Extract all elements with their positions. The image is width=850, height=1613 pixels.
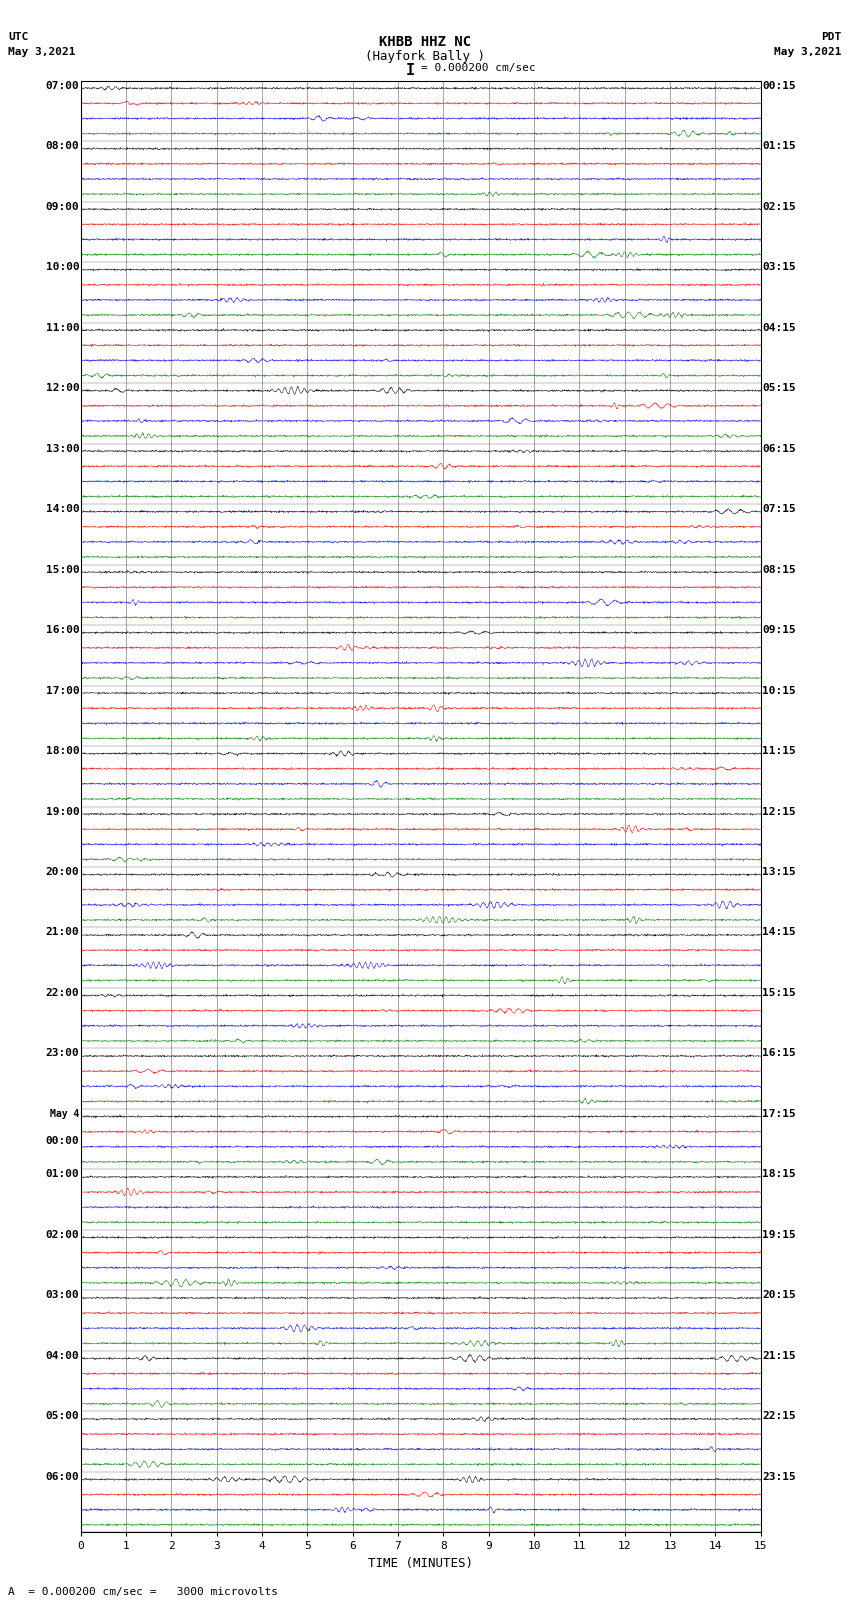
Text: 23:15: 23:15 — [762, 1473, 796, 1482]
Text: KHBB HHZ NC: KHBB HHZ NC — [379, 35, 471, 50]
Text: 17:00: 17:00 — [46, 686, 79, 695]
Text: May 3,2021: May 3,2021 — [774, 47, 842, 56]
Text: 06:15: 06:15 — [762, 444, 796, 453]
Text: 09:00: 09:00 — [46, 202, 79, 211]
Text: I: I — [406, 63, 415, 77]
Text: 01:00: 01:00 — [46, 1169, 79, 1179]
Text: 13:15: 13:15 — [762, 868, 796, 877]
Text: 16:00: 16:00 — [46, 626, 79, 636]
Text: 23:00: 23:00 — [46, 1048, 79, 1058]
Text: 05:00: 05:00 — [46, 1411, 79, 1421]
Text: 12:15: 12:15 — [762, 806, 796, 816]
Text: May 3,2021: May 3,2021 — [8, 47, 76, 56]
Text: 16:15: 16:15 — [762, 1048, 796, 1058]
Text: (Hayfork Bally ): (Hayfork Bally ) — [365, 50, 485, 63]
Text: 03:15: 03:15 — [762, 263, 796, 273]
Text: = 0.000200 cm/sec: = 0.000200 cm/sec — [421, 63, 536, 73]
X-axis label: TIME (MINUTES): TIME (MINUTES) — [368, 1557, 473, 1569]
Text: 18:15: 18:15 — [762, 1169, 796, 1179]
Text: 04:00: 04:00 — [46, 1352, 79, 1361]
Text: 13:00: 13:00 — [46, 444, 79, 453]
Text: 17:15: 17:15 — [762, 1110, 796, 1119]
Text: 19:00: 19:00 — [46, 806, 79, 816]
Text: 07:15: 07:15 — [762, 505, 796, 515]
Text: 02:15: 02:15 — [762, 202, 796, 211]
Text: 20:00: 20:00 — [46, 868, 79, 877]
Text: 00:15: 00:15 — [762, 81, 796, 90]
Text: 08:15: 08:15 — [762, 565, 796, 574]
Text: 10:15: 10:15 — [762, 686, 796, 695]
Text: 11:00: 11:00 — [46, 323, 79, 332]
Text: 22:00: 22:00 — [46, 987, 79, 998]
Text: 11:15: 11:15 — [762, 745, 796, 756]
Text: 21:15: 21:15 — [762, 1352, 796, 1361]
Text: UTC: UTC — [8, 32, 29, 42]
Text: 19:15: 19:15 — [762, 1231, 796, 1240]
Text: 20:15: 20:15 — [762, 1290, 796, 1300]
Text: 15:15: 15:15 — [762, 987, 796, 998]
Text: 14:00: 14:00 — [46, 505, 79, 515]
Text: 18:00: 18:00 — [46, 745, 79, 756]
Text: 12:00: 12:00 — [46, 384, 79, 394]
Text: 08:00: 08:00 — [46, 142, 79, 152]
Text: 14:15: 14:15 — [762, 927, 796, 937]
Text: 02:00: 02:00 — [46, 1231, 79, 1240]
Text: 15:00: 15:00 — [46, 565, 79, 574]
Text: PDT: PDT — [821, 32, 842, 42]
Text: 03:00: 03:00 — [46, 1290, 79, 1300]
Text: 04:15: 04:15 — [762, 323, 796, 332]
Text: 01:15: 01:15 — [762, 142, 796, 152]
Text: 21:00: 21:00 — [46, 927, 79, 937]
Text: 00:00: 00:00 — [46, 1136, 79, 1147]
Text: 22:15: 22:15 — [762, 1411, 796, 1421]
Text: 06:00: 06:00 — [46, 1473, 79, 1482]
Text: 09:15: 09:15 — [762, 626, 796, 636]
Text: A  = 0.000200 cm/sec =   3000 microvolts: A = 0.000200 cm/sec = 3000 microvolts — [8, 1587, 279, 1597]
Text: May 4: May 4 — [50, 1110, 79, 1119]
Text: 10:00: 10:00 — [46, 263, 79, 273]
Text: 05:15: 05:15 — [762, 384, 796, 394]
Text: 07:00: 07:00 — [46, 81, 79, 90]
